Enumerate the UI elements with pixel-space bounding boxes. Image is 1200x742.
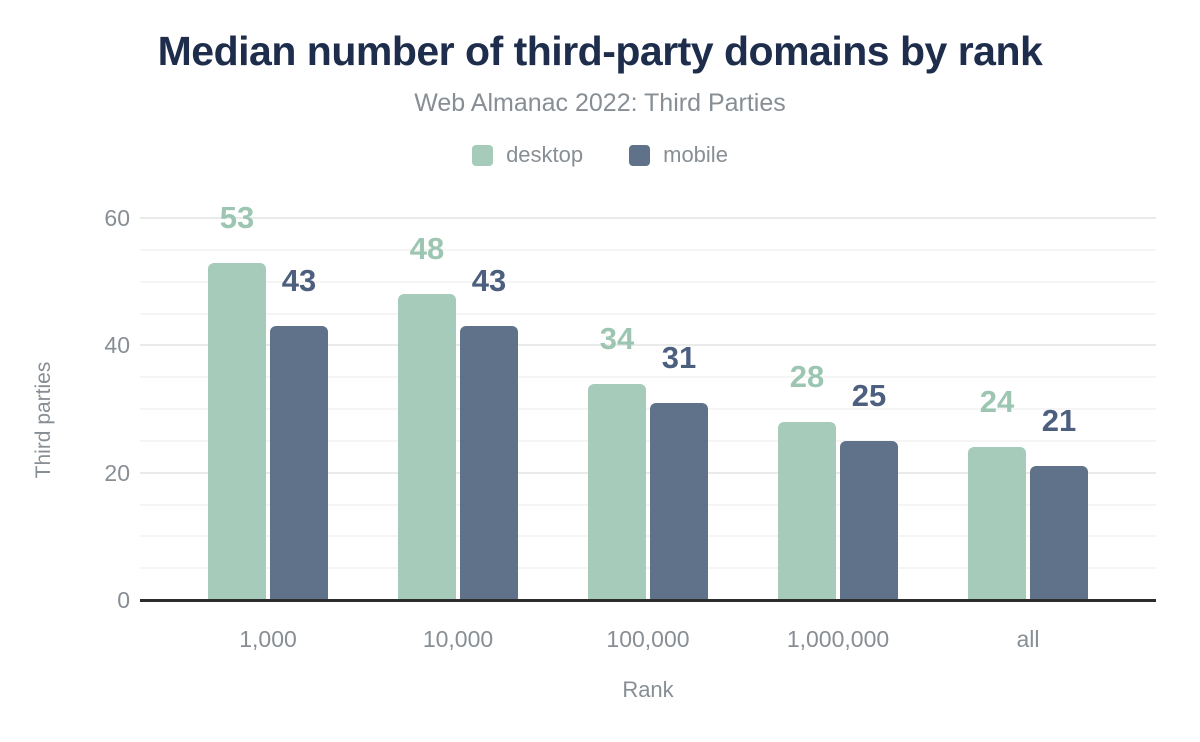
x-tick-label-all: all bbox=[1016, 626, 1040, 652]
bar-value-label-desktop: 34 bbox=[599, 320, 635, 356]
gridline-25 bbox=[140, 439, 1156, 442]
bar-value-label-desktop: 28 bbox=[789, 358, 825, 394]
bar-desktop-100-000: 34 bbox=[588, 323, 646, 600]
y-tick-labels: 0 20 40 60 bbox=[0, 0, 130, 742]
bar-value-label-mobile: 31 bbox=[661, 339, 697, 375]
gridline-5 bbox=[140, 567, 1156, 570]
bar-desktop-1-000-000: 28 bbox=[778, 361, 836, 600]
legend-item-mobile: mobile bbox=[629, 142, 728, 168]
legend-label-mobile: mobile bbox=[663, 142, 728, 167]
gridline-35 bbox=[140, 376, 1156, 379]
bar-group-1-000: 53 43 bbox=[208, 202, 328, 600]
x-tick-label-100-000: 100,000 bbox=[606, 626, 690, 652]
x-axis-title: Rank bbox=[622, 677, 674, 702]
chart-title: Median number of third-party domains by … bbox=[157, 28, 1043, 74]
gridline-20 bbox=[140, 471, 1156, 474]
bar-mobile-all: 21 bbox=[1030, 405, 1088, 600]
gridline-45 bbox=[140, 312, 1156, 315]
plot-area: 53 43 48 43 34 31 28 25 24 21 bbox=[140, 202, 1156, 600]
bar-mobile-1-000: 43 bbox=[270, 265, 328, 600]
bar-desktop-10-000: 48 bbox=[398, 233, 456, 600]
bar-value-label-mobile: 25 bbox=[851, 377, 887, 413]
bar-desktop-all: 24 bbox=[968, 386, 1026, 600]
gridline-30 bbox=[140, 408, 1156, 410]
bar-group-100-000: 34 31 bbox=[588, 323, 708, 600]
gridlines bbox=[140, 217, 1156, 600]
x-tick-labels: 1,000 10,000 100,000 1,000,000 all bbox=[140, 626, 1156, 653]
gridline-40 bbox=[140, 344, 1156, 347]
bar-group-1-000-000: 28 25 bbox=[778, 361, 898, 600]
bar-mobile-100-000: 31 bbox=[650, 342, 708, 600]
bar-value-label-mobile: 43 bbox=[471, 263, 507, 299]
x-tick-label-10-000: 10,000 bbox=[422, 626, 494, 652]
bar-value-label-desktop: 24 bbox=[979, 384, 1015, 420]
mobile-swatch bbox=[629, 144, 651, 166]
bar-value-label-desktop: 53 bbox=[219, 199, 255, 235]
x-axis-line bbox=[140, 599, 1156, 602]
bar-value-label-mobile: 43 bbox=[281, 263, 317, 299]
gridline-50 bbox=[140, 280, 1156, 283]
chart-subtitle: Web Almanac 2022: Third Parties bbox=[414, 89, 786, 117]
legend: desktop mobile bbox=[0, 142, 1200, 168]
gridline-10 bbox=[140, 535, 1156, 538]
gridline-15 bbox=[140, 503, 1156, 506]
gridline-60 bbox=[140, 217, 1156, 219]
bar-groups: 53 43 48 43 34 31 28 25 24 21 bbox=[140, 202, 1156, 600]
bar-mobile-1-000-000: 25 bbox=[840, 380, 898, 600]
x-tick-label-1-000-000: 1,000,000 bbox=[786, 626, 890, 652]
gridline-55 bbox=[140, 248, 1156, 251]
y-tick-label-0: 0 bbox=[117, 587, 130, 613]
x-tick-label-1-000: 1,000 bbox=[239, 626, 297, 652]
bar-value-label-desktop: 48 bbox=[409, 231, 445, 267]
bar-mobile-10-000: 43 bbox=[460, 265, 518, 600]
bar-group-all: 24 21 bbox=[968, 386, 1088, 600]
desktop-swatch bbox=[472, 144, 494, 166]
y-tick-label-40: 40 bbox=[104, 332, 130, 359]
y-tick-label-60: 60 bbox=[104, 205, 130, 231]
y-tick-label-20: 20 bbox=[104, 459, 130, 486]
legend-label-desktop: desktop bbox=[506, 142, 584, 167]
bar-value-label-mobile: 21 bbox=[1041, 403, 1077, 439]
legend-item-desktop: desktop bbox=[472, 142, 583, 168]
bar-group-10-000: 48 43 bbox=[398, 233, 518, 600]
bar-desktop-1-000: 53 bbox=[208, 202, 266, 600]
